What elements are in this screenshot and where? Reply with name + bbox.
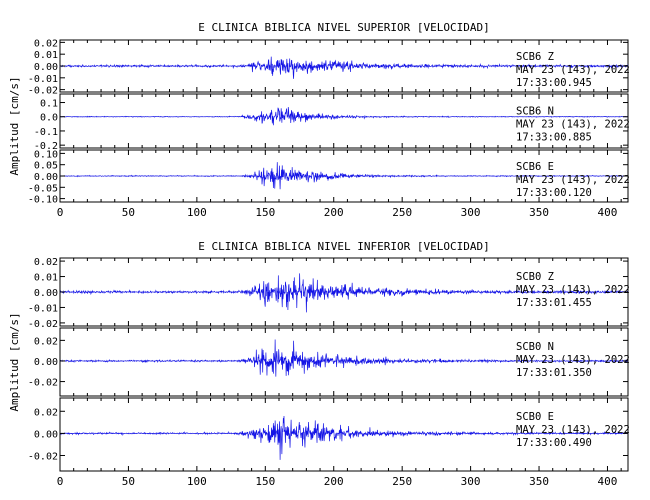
- y-tick-label: 0.10: [34, 149, 58, 160]
- x-tick-label: 200: [324, 475, 344, 488]
- waveform-trace: [59, 339, 629, 377]
- chart-title: E CLINICA BIBLICA NIVEL SUPERIOR [VELOCI…: [198, 21, 489, 34]
- y-axis-label: Amplitud [cm/s]: [8, 312, 21, 411]
- y-tick-label: 0.0: [40, 113, 58, 124]
- date-label: MAY 23 (143), 2022: [516, 119, 630, 131]
- y-tick-label: -0.02: [28, 378, 58, 389]
- y-tick-label: 0.00: [34, 62, 58, 73]
- x-tick-label: 150: [255, 475, 275, 488]
- y-tick-label: -0.10: [28, 195, 58, 206]
- date-label: MAY 23 (143), 2022: [516, 64, 630, 76]
- channel-label: SCB0 Z: [516, 271, 554, 283]
- x-tick-label: 250: [392, 475, 412, 488]
- y-tick-label: 0.00: [34, 288, 58, 299]
- waveform-trace: [59, 106, 629, 126]
- y-tick-label: 0.02: [34, 38, 58, 49]
- waveform-trace: [59, 416, 629, 460]
- x-tick-label: 300: [461, 475, 481, 488]
- y-tick-label: -0.02: [28, 86, 58, 97]
- waveform-trace: [59, 56, 629, 79]
- x-tick-label: 400: [598, 475, 618, 488]
- x-tick-label: 150: [255, 206, 275, 219]
- time-label: 17:33:01.455: [516, 297, 592, 309]
- panel-frame: [59, 397, 629, 472]
- x-tick-label: 0: [57, 475, 64, 488]
- chart-title: E CLINICA BIBLICA NIVEL INFERIOR [VELOCI…: [198, 240, 489, 253]
- y-tick-label: 0.1: [40, 99, 58, 110]
- time-label: 17:33:00.945: [516, 77, 592, 89]
- x-tick-label: 50: [122, 475, 135, 488]
- y-tick-label: -0.05: [28, 183, 58, 194]
- channel-label: SCB6 E: [516, 161, 554, 173]
- x-tick-label: 350: [529, 475, 549, 488]
- y-tick-label: -0.01: [28, 74, 58, 85]
- channel-label: SCB6 Z: [516, 51, 554, 63]
- waveform-trace: [59, 273, 629, 313]
- y-tick-label: -0.2: [34, 141, 58, 152]
- date-label: MAY 23 (143), 2022: [516, 424, 630, 436]
- y-tick-label: -0.02: [28, 319, 58, 330]
- y-tick-label: 0.01: [34, 50, 58, 61]
- y-tick-label: 0.00: [34, 172, 58, 183]
- x-tick-label: 50: [122, 206, 135, 219]
- y-axis-label: Amplitud [cm/s]: [8, 76, 21, 175]
- channel-label: SCB0 N: [516, 341, 554, 353]
- y-tick-label: 0.05: [34, 161, 58, 172]
- x-tick-label: 250: [392, 206, 412, 219]
- x-tick-label: 400: [598, 206, 618, 219]
- y-tick-label: -0.02: [28, 452, 58, 463]
- date-label: MAY 23 (143), 2022: [516, 354, 630, 366]
- x-tick-label: 100: [187, 475, 207, 488]
- x-tick-label: 350: [529, 206, 549, 219]
- time-label: 17:33:00.885: [516, 132, 592, 144]
- panel-frame: [59, 93, 629, 149]
- panel-frame: [59, 327, 629, 397]
- time-label: 17:33:00.490: [516, 437, 592, 449]
- y-tick-label: 0.00: [34, 429, 58, 440]
- x-tick-label: 0: [57, 206, 64, 219]
- y-tick-label: 0.01: [34, 273, 58, 284]
- y-tick-label: -0.01: [28, 303, 58, 314]
- y-tick-label: 0.02: [34, 257, 58, 268]
- x-tick-label: 300: [461, 206, 481, 219]
- y-tick-label: 0.02: [34, 336, 58, 347]
- time-label: 17:33:01.350: [516, 367, 592, 379]
- date-label: MAY 23 (143), 2022: [516, 284, 630, 296]
- channel-label: SCB6 N: [516, 106, 554, 118]
- channel-label: SCB0 E: [516, 411, 554, 423]
- x-tick-label: 200: [324, 206, 344, 219]
- y-tick-label: 0.02: [34, 407, 58, 418]
- y-tick-label: 0.00: [34, 357, 58, 368]
- x-tick-label: 100: [187, 206, 207, 219]
- date-label: MAY 23 (143), 2022: [516, 174, 630, 186]
- y-tick-label: -0.1: [34, 127, 58, 138]
- waveform-trace: [59, 162, 629, 190]
- time-label: 17:33:00.120: [516, 187, 592, 199]
